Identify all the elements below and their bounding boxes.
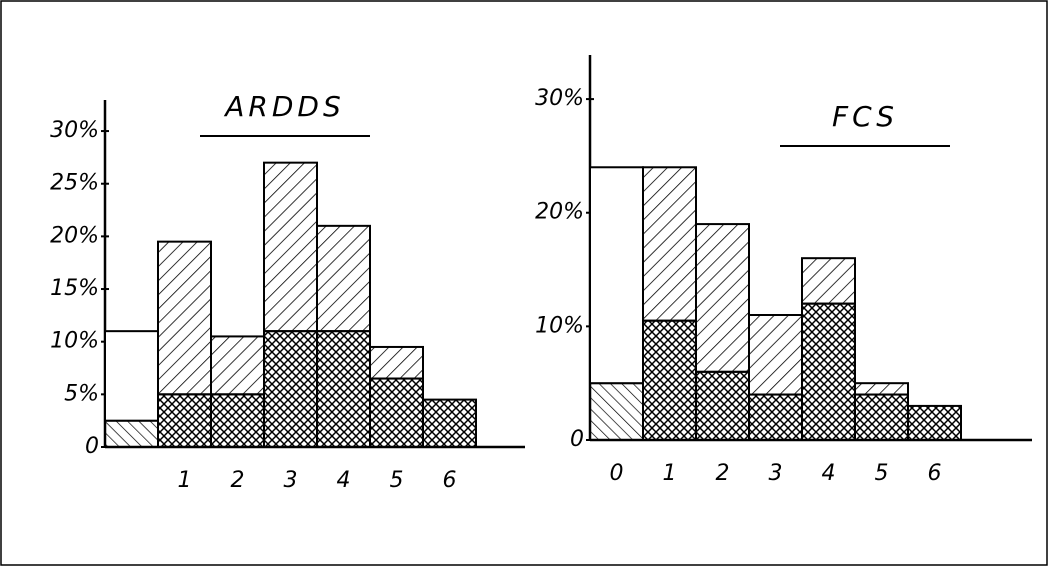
y-tick-label: 0 <box>85 434 99 459</box>
bar-segment <box>370 347 423 379</box>
x-tick-label: 6 <box>928 461 942 486</box>
page: ARDDS 0 5% 10% 15% 20% 25% 30% 1 2 3 4 5 6 FCS 0 10% 20% 3… <box>0 0 1048 566</box>
x-tick-label: 5 <box>875 461 889 486</box>
y-tick-label: 20% <box>50 223 99 248</box>
bar-segment <box>317 331 370 447</box>
bar-segment <box>423 400 476 447</box>
x-tick-label: 1 <box>663 461 677 486</box>
bar-segment <box>590 383 643 440</box>
bar-segment <box>643 321 696 440</box>
bar-segment <box>749 395 802 440</box>
y-tick-label: 25% <box>50 171 99 196</box>
y-tick-label: 5% <box>64 381 99 406</box>
bar-segment <box>211 394 264 447</box>
x-tick-label: 5 <box>390 468 404 493</box>
chart: ARDDS 0 5% 10% 15% 20% 25% 30% 1 2 3 4 5 6 FCS 0 10% 20% 3… <box>0 0 1048 566</box>
bar-segment <box>643 167 696 320</box>
y-tick-label: 15% <box>50 276 99 301</box>
bar-segment <box>908 406 961 440</box>
bar-segment <box>105 421 158 447</box>
bar-segment <box>370 379 423 447</box>
y-tick-label: 30% <box>50 118 99 143</box>
bar-segment <box>105 331 158 421</box>
bar-segment <box>317 226 370 331</box>
x-tick-label: 4 <box>337 468 351 493</box>
bar-segment <box>158 242 211 395</box>
x-tick-label: 0 <box>610 461 624 486</box>
y-tick-label: 10% <box>50 329 99 354</box>
bar-segment <box>855 383 908 394</box>
bar-segment <box>749 315 802 395</box>
bar-segment <box>264 331 317 447</box>
bar-segment <box>264 163 317 332</box>
x-tick-label: 2 <box>716 461 730 486</box>
bar-segment <box>855 395 908 440</box>
x-tick-label: 3 <box>769 461 783 486</box>
x-tick-label: 3 <box>284 468 298 493</box>
x-tick-label: 1 <box>178 468 192 493</box>
y-tick-label: 0 <box>570 427 584 452</box>
bar-segment <box>802 258 855 303</box>
bar-segment <box>696 372 749 440</box>
bar-segment <box>696 224 749 372</box>
chart-title: FCS <box>832 100 898 133</box>
chart-title: ARDDS <box>223 90 345 123</box>
x-tick-label: 6 <box>443 468 457 493</box>
x-tick-label: 4 <box>822 461 836 486</box>
bar-segment <box>590 167 643 383</box>
y-tick-label: 10% <box>535 313 584 338</box>
y-tick-label: 30% <box>535 86 584 111</box>
bar-segment <box>802 304 855 440</box>
y-tick-label: 20% <box>535 200 584 225</box>
x-tick-label: 2 <box>231 468 245 493</box>
bar-segment <box>211 336 264 394</box>
bar-segment <box>158 394 211 447</box>
